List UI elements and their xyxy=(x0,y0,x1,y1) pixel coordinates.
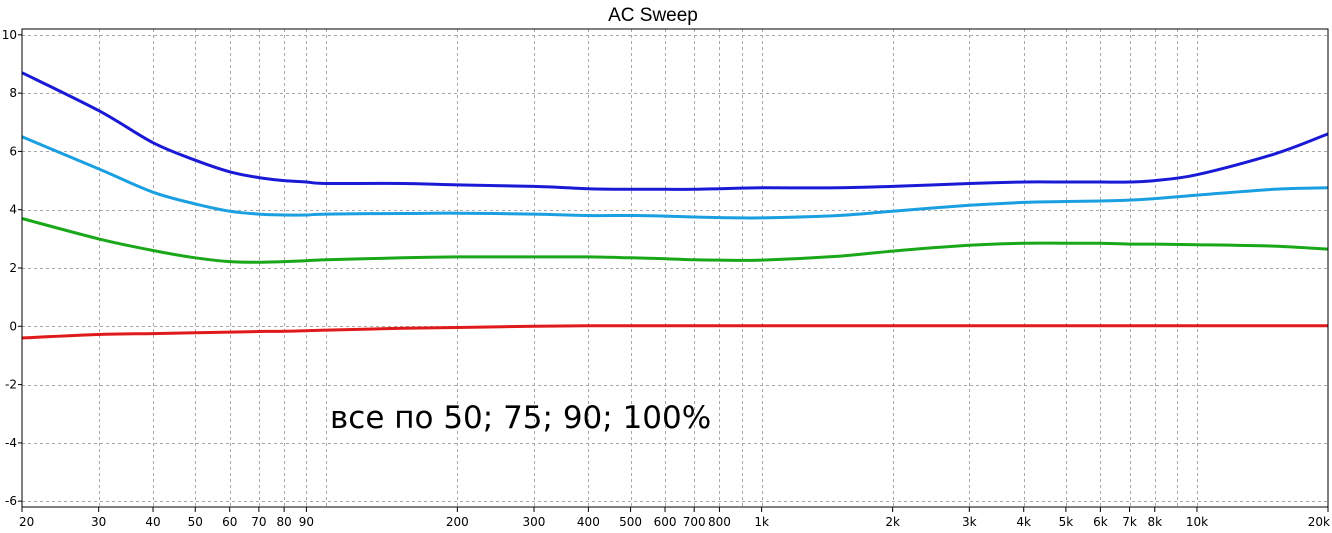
x-tick-label: 800 xyxy=(708,515,731,529)
y-tick-label: 6 xyxy=(9,144,17,158)
x-tick-label: 80 xyxy=(276,515,291,529)
x-tick-label: 90 xyxy=(299,515,314,529)
x-tick-label: 700 xyxy=(683,515,706,529)
x-tick-label: 40 xyxy=(145,515,160,529)
x-tick-label: 20 xyxy=(19,515,34,529)
series-line-1 xyxy=(21,71,1329,191)
y-axis-ticks: 10 8 6 4 2 0 -2 -4 -6 xyxy=(2,28,22,508)
x-tick-label: 2k xyxy=(885,515,900,529)
x-tick-label: 60 xyxy=(222,515,237,529)
x-tick-label: 50 xyxy=(188,515,203,529)
x-tick-label: 600 xyxy=(654,515,677,529)
x-tick-label: 400 xyxy=(577,515,600,529)
y-tick-label: -4 xyxy=(5,436,17,450)
y-tick-label: 8 xyxy=(9,86,17,100)
x-tick-label: 300 xyxy=(523,515,546,529)
chart-title: AC Sweep xyxy=(608,5,698,26)
x-tick-label: 500 xyxy=(619,515,642,529)
x-tick-label: 8k xyxy=(1147,515,1162,529)
series-line-2 xyxy=(21,135,1329,220)
grid xyxy=(22,29,1328,507)
chart-annotation: все по 50; 75; 90; 100% xyxy=(330,400,711,436)
x-tick-label: 6k xyxy=(1093,515,1108,529)
x-tick-label: 20k xyxy=(1308,515,1330,529)
x-tick-label: 3k xyxy=(962,515,977,529)
x-tick-label: 7k xyxy=(1122,515,1137,529)
series-line-4 xyxy=(21,324,1328,340)
y-tick-label: 4 xyxy=(9,203,17,217)
y-tick-label: -6 xyxy=(5,494,17,508)
y-tick-label: 2 xyxy=(9,261,17,275)
y-tick-label: -2 xyxy=(5,378,17,392)
x-tick-label: 4k xyxy=(1016,515,1031,529)
series-line-3 xyxy=(21,217,1329,264)
x-tick-label: 10k xyxy=(1186,515,1208,529)
x-tick-label: 1k xyxy=(754,515,769,529)
x-tick-label: 200 xyxy=(446,515,469,529)
y-tick-label: 10 xyxy=(2,28,17,42)
plot-lines xyxy=(21,71,1329,340)
x-tick-label: 5k xyxy=(1059,515,1074,529)
x-tick-label: 30 xyxy=(91,515,106,529)
x-axis-ticks: 20 30 40 50 60 70 80 90 200 300 400 500 600 700 800 1k 2… xyxy=(19,507,1330,529)
y-tick-label: 0 xyxy=(9,319,17,333)
x-tick-label: 70 xyxy=(251,515,266,529)
